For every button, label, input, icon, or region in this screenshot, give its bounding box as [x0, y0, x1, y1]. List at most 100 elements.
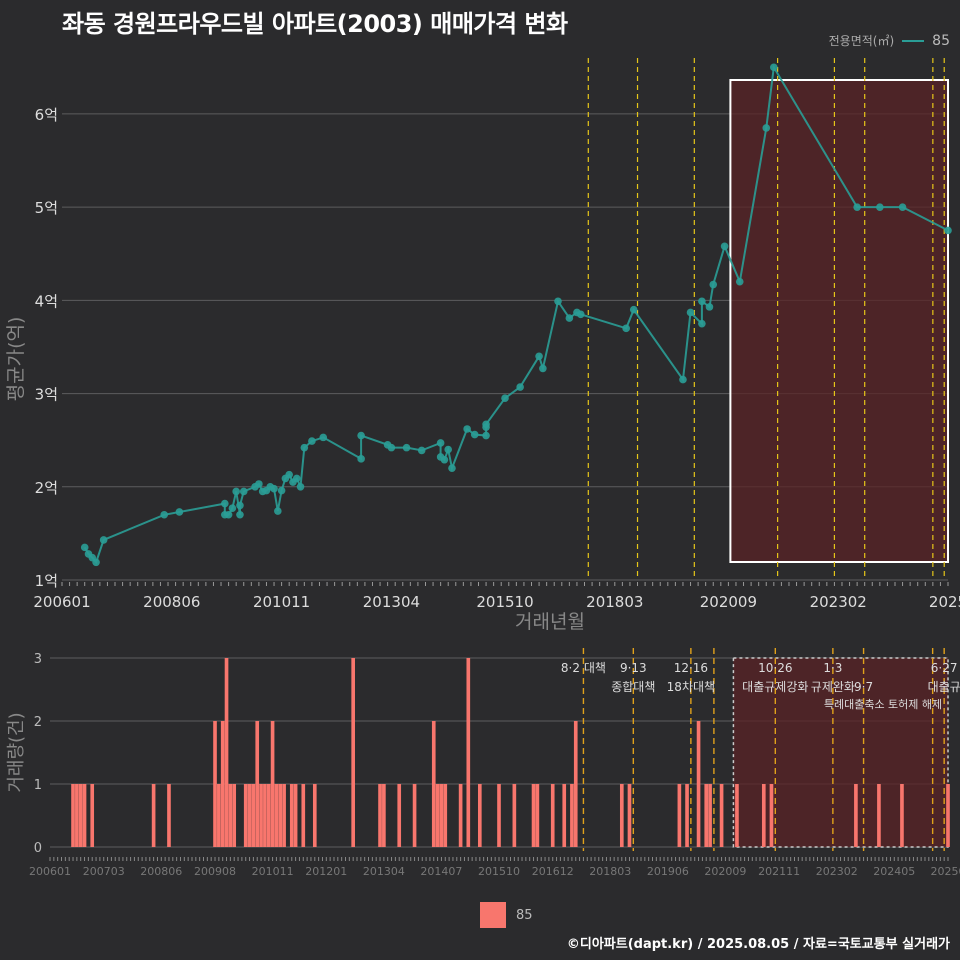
data-point: [292, 474, 301, 483]
x-tick-label: 201011: [253, 593, 310, 611]
data-point: [735, 277, 744, 286]
data-point: [402, 443, 411, 452]
volume-bar: [78, 784, 83, 847]
volume-bar: [82, 784, 87, 847]
x-tick-label: 2025: [929, 593, 960, 611]
volume-bar: [439, 784, 444, 847]
highlight-region: [732, 657, 949, 848]
x-tick-label: 201407: [420, 865, 462, 878]
volume-bar: [761, 784, 766, 847]
data-point: [357, 431, 365, 440]
data-point: [770, 63, 778, 72]
data-point: [482, 420, 490, 429]
data-point: [622, 324, 630, 333]
data-point: [270, 484, 278, 493]
policy-label: 특례대출축소 토허제 해제: [824, 697, 942, 711]
policy-label: 1·3: [823, 661, 842, 675]
y-tick-label: 2억: [35, 479, 58, 497]
volume-bar: [412, 784, 417, 847]
data-point: [853, 203, 861, 211]
volume-bar: [531, 784, 536, 847]
legend-title: 전용면적(㎡): [828, 34, 895, 48]
volume-bar: [247, 784, 252, 847]
volume-bar: [458, 784, 463, 847]
y-tick-label: 6억: [35, 106, 58, 124]
data-point: [686, 308, 695, 317]
x-tick-label: 202405: [873, 865, 915, 878]
volume-bar: [282, 784, 286, 847]
volume-bar: [619, 784, 624, 847]
volume-bar: [151, 784, 156, 847]
policy-label: 대출규: [928, 680, 960, 694]
volume-bar: [259, 784, 263, 847]
data-point: [565, 314, 574, 322]
data-point: [463, 425, 471, 433]
y-tick-label: 3: [34, 652, 42, 667]
data-point: [629, 305, 638, 314]
volume-bar: [704, 784, 709, 847]
volume-bar: [232, 784, 237, 847]
volume-bar: [274, 784, 279, 847]
y-tick-label: 0: [34, 841, 42, 856]
data-point: [319, 433, 328, 442]
policy-label: 6·27: [931, 661, 958, 675]
volume-bar: [217, 784, 221, 847]
volume-bar: [685, 784, 689, 847]
volume-bar: [708, 784, 712, 847]
volume-bar: [466, 658, 471, 847]
chart-title: 좌동 경원프라우드빌 아파트(2003) 매매가격 변화: [62, 10, 568, 38]
x-tick-label: 201201: [305, 865, 347, 878]
volume-bar: [573, 721, 578, 847]
data-point: [944, 226, 952, 235]
data-point: [444, 445, 453, 454]
data-point: [554, 297, 562, 306]
y-axis-label: 평균가(억): [5, 317, 27, 402]
volume-bar: [378, 784, 382, 847]
y-tick-label: 1: [34, 778, 42, 793]
policy-label: 8·2 대책: [561, 660, 606, 675]
highlight-region: [729, 79, 950, 563]
policy-label: 종합대책: [611, 679, 655, 694]
x-tick-label: 202111: [758, 865, 800, 878]
x-tick-label: 200601: [29, 865, 71, 878]
data-point: [898, 203, 907, 211]
data-point: [308, 437, 316, 445]
volume-bar: [270, 721, 275, 847]
volume-bar: [946, 784, 950, 847]
data-point: [99, 536, 108, 544]
policy-label: 9·13: [620, 661, 647, 675]
data-point: [876, 203, 884, 211]
legend-top: 전용면적(㎡) 85: [829, 32, 950, 49]
data-point: [92, 558, 100, 567]
x-tick-label: 202009: [700, 593, 757, 611]
volume-bar: [877, 784, 881, 847]
data-point: [300, 443, 309, 452]
volume-bar: [550, 784, 555, 847]
x-tick-label: 201304: [363, 865, 405, 878]
legend-series-label: 85: [932, 32, 950, 49]
y-axis-label: 거래량(건): [6, 712, 27, 792]
volume-bar: [75, 784, 79, 847]
legend-bottom: 85: [480, 902, 533, 928]
data-point: [277, 486, 286, 495]
data-point: [720, 242, 729, 251]
x-tick-label: 201510: [478, 865, 520, 878]
volume-bar: [435, 784, 440, 847]
data-point: [535, 352, 543, 361]
y-tick-label: 2: [34, 715, 42, 730]
policy-label: 18차대책: [667, 679, 715, 694]
x-tick-label: 201612: [532, 865, 574, 878]
y-tick-label: 5억: [35, 199, 58, 217]
policy-label: 12·16: [674, 661, 708, 675]
data-point: [357, 455, 365, 463]
volume-bar: [397, 784, 402, 847]
data-point: [160, 510, 169, 519]
volume-bar: [900, 784, 904, 847]
volume-bar: [228, 784, 233, 847]
data-point: [470, 430, 479, 439]
volume-bar: [213, 721, 217, 847]
x-tick-label: 202302: [810, 593, 867, 611]
data-point: [482, 431, 490, 440]
price-chart: 1억 2억 3억 4억 5억 6억 200601 200806 201011 201304 2015…: [5, 58, 960, 633]
legend-line-swatch: [902, 39, 925, 42]
